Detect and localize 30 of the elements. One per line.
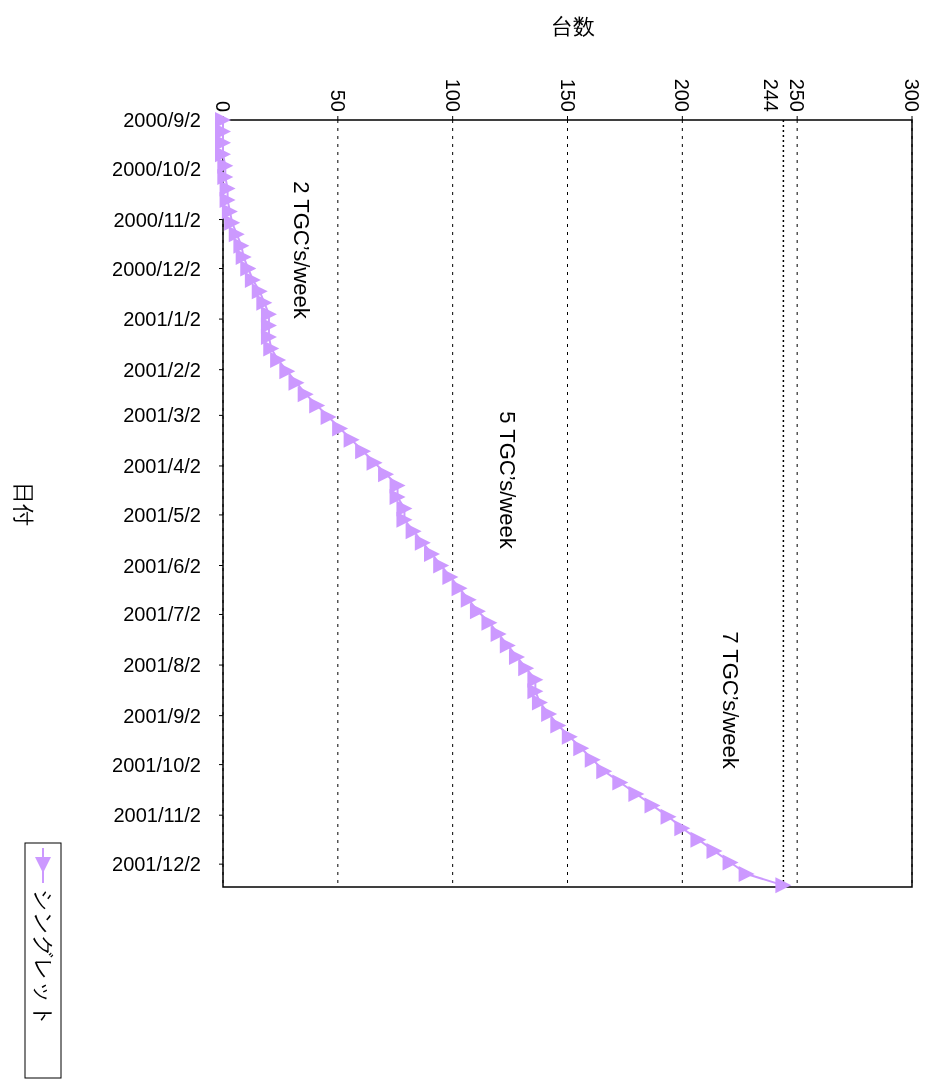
y-tick-label: 2001/5/2	[123, 503, 201, 526]
y-tick-label: 2001/9/2	[123, 704, 201, 727]
y-tick-label: 2001/11/2	[113, 804, 201, 827]
x-tick-label: 0	[212, 100, 234, 112]
y-tick-label: 2000/12/2	[112, 257, 201, 280]
y-tick-label: 2000/11/2	[113, 208, 201, 231]
x-axis-title: 台数	[550, 13, 595, 39]
annotation: 2 TGC’s/week	[288, 181, 314, 320]
x-tick-label: 300	[901, 78, 923, 112]
y-tick-label: 2001/10/2	[112, 753, 201, 776]
ref-line-label: 244	[760, 78, 783, 112]
y-tick-label: 2001/6/2	[123, 554, 201, 577]
legend-label: シングレット	[30, 889, 56, 1027]
annotation: 7 TGC’s/week	[717, 631, 743, 770]
y-tick-label: 2001/4/2	[123, 454, 201, 477]
y-axis-title: 日付	[10, 481, 36, 526]
annotation: 5 TGC’s/week	[494, 411, 520, 550]
x-tick-label: 200	[671, 78, 694, 112]
y-tick-label: 2001/7/2	[123, 603, 201, 626]
x-tick-label: 150	[556, 78, 579, 112]
y-tick-label: 2001/2/2	[123, 358, 201, 381]
y-tick-label: 2000/10/2	[112, 157, 201, 180]
y-tick-label: 2001/3/2	[123, 404, 201, 427]
y-tick-label: 2001/12/2	[112, 853, 201, 876]
x-tick-label: 50	[326, 89, 349, 112]
x-tick-label: 250	[786, 78, 809, 112]
y-tick-label: 2001/1/2	[123, 308, 201, 331]
y-tick-label: 2001/8/2	[123, 654, 201, 677]
x-tick-label: 100	[441, 78, 464, 112]
y-tick-label: 2000/9/2	[123, 109, 201, 131]
